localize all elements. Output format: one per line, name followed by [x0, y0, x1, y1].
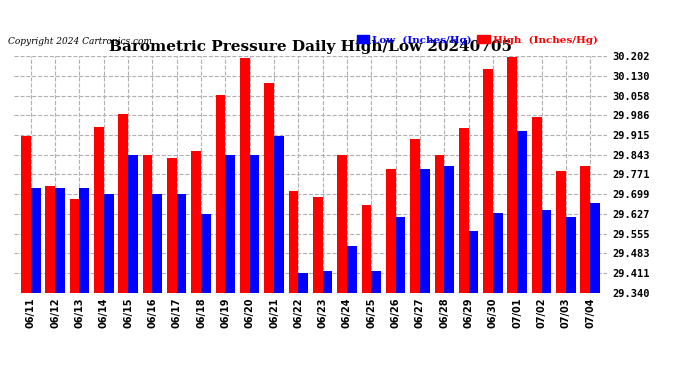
Bar [469, 231, 478, 292]
Bar [323, 271, 333, 292]
Bar [143, 156, 152, 292]
Bar [119, 114, 128, 292]
Bar [395, 217, 405, 292]
Bar [420, 169, 430, 292]
Bar [104, 194, 114, 292]
Bar [556, 171, 566, 292]
Bar [226, 154, 235, 292]
Bar [191, 152, 201, 292]
Bar [411, 139, 420, 292]
Bar [79, 188, 89, 292]
Bar [46, 186, 55, 292]
Bar [337, 154, 347, 292]
Bar [313, 196, 323, 292]
Bar [518, 131, 527, 292]
Bar [580, 166, 590, 292]
Bar [493, 213, 502, 292]
Bar [264, 83, 274, 292]
Bar [216, 95, 226, 292]
Title: Barometric Pressure Daily High/Low 20240705: Barometric Pressure Daily High/Low 20240… [109, 40, 512, 54]
Bar [288, 191, 298, 292]
Legend: Low  (Inches/Hg), High  (Inches/Hg): Low (Inches/Hg), High (Inches/Hg) [353, 31, 602, 49]
Bar [362, 205, 371, 292]
Bar [542, 210, 551, 292]
Bar [152, 194, 162, 292]
Text: Copyright 2024 Cartronics.com: Copyright 2024 Cartronics.com [8, 38, 152, 46]
Bar [177, 194, 186, 292]
Bar [507, 57, 518, 292]
Bar [532, 117, 542, 292]
Bar [128, 156, 138, 292]
Bar [459, 128, 469, 292]
Bar [298, 273, 308, 292]
Bar [435, 154, 444, 292]
Bar [347, 246, 357, 292]
Bar [31, 188, 41, 292]
Bar [371, 271, 381, 292]
Bar [70, 200, 79, 292]
Bar [55, 188, 65, 292]
Bar [21, 136, 31, 292]
Bar [386, 169, 395, 292]
Bar [590, 203, 600, 292]
Bar [250, 154, 259, 292]
Bar [444, 166, 454, 292]
Bar [566, 217, 575, 292]
Bar [167, 158, 177, 292]
Bar [94, 127, 104, 292]
Bar [483, 69, 493, 292]
Bar [201, 214, 210, 292]
Bar [274, 136, 284, 292]
Bar [240, 58, 250, 292]
